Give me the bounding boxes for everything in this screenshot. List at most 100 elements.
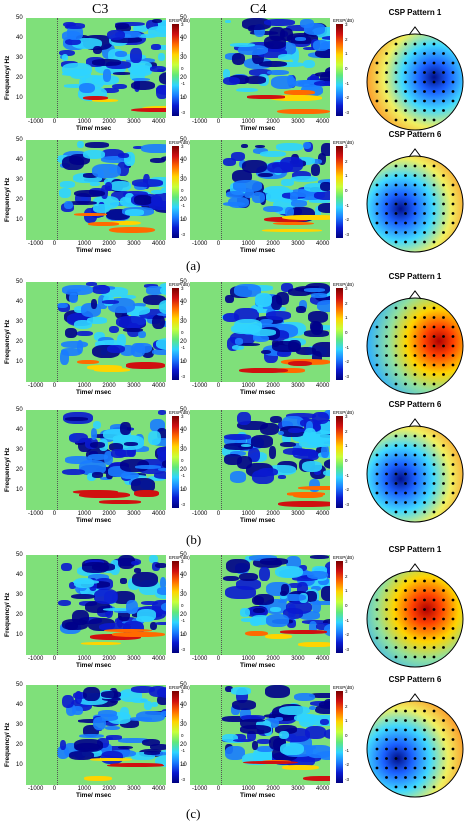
tf-blob-erd xyxy=(274,565,304,579)
tf-blob-erd xyxy=(264,36,286,49)
colorbar xyxy=(336,146,343,238)
electrode-dot xyxy=(404,501,407,504)
csp-topomap-3 xyxy=(366,290,464,395)
x-tick-label: 1000 xyxy=(241,511,255,517)
x-tick-label: 3000 xyxy=(127,119,141,125)
tf-blob-ers xyxy=(298,486,330,491)
electrode-dot xyxy=(442,463,445,466)
tf-blob-ers xyxy=(279,630,328,634)
electrode-dot xyxy=(423,61,426,65)
tf-blob-erd xyxy=(253,334,270,342)
tf-blob-erd xyxy=(323,469,330,476)
electrode-dot xyxy=(413,747,417,751)
x-tick-label: 4000 xyxy=(316,656,330,662)
tf-blob-erd xyxy=(244,189,254,198)
electrode-dot xyxy=(385,617,388,621)
electrode-dot xyxy=(432,434,436,438)
y-axis-label: Frequency/ Hz xyxy=(4,592,11,637)
x-tick-label: 0 xyxy=(216,383,221,389)
electrode-dot xyxy=(442,776,445,779)
colorbar-tick-label: -3 xyxy=(181,110,186,115)
tf-blob-erd xyxy=(237,412,251,426)
tf-blob-erd xyxy=(282,448,308,456)
electrode-dot xyxy=(404,444,407,447)
tf-blob-erd xyxy=(243,58,273,70)
y-tick-label: 10 xyxy=(16,632,23,638)
y-tick-label: 40 xyxy=(16,572,23,578)
electrode-dot xyxy=(442,728,445,732)
electrode-dot xyxy=(432,608,436,611)
topomap-nose xyxy=(408,26,422,36)
electrode-dot xyxy=(385,174,388,177)
tf-blob-erd xyxy=(223,454,242,466)
tf-blob-ers xyxy=(72,489,118,494)
tf-blob-erd xyxy=(253,24,266,37)
y-tick-label: 50 xyxy=(180,279,187,285)
electrode-dot xyxy=(432,71,436,74)
colorbar-tick-label: 2 xyxy=(345,703,348,709)
electrode-dot xyxy=(423,212,426,215)
tf-blob-ers xyxy=(108,226,156,234)
tf-blob-erd xyxy=(83,173,99,178)
electrode-dot xyxy=(413,52,417,55)
electrode-dot xyxy=(413,510,417,514)
tf-blob-ers xyxy=(282,214,330,221)
electrode-dot xyxy=(375,99,379,103)
y-tick-label: 30 xyxy=(16,722,23,728)
x-tick-label: 3000 xyxy=(291,119,305,125)
electrode-dot xyxy=(413,174,417,177)
tf-blob-erd xyxy=(234,284,261,297)
electrode-dot xyxy=(404,434,407,438)
y-tick-label: 20 xyxy=(16,339,23,345)
tf-blob-erd xyxy=(99,622,131,631)
y-tick-label: 40 xyxy=(180,572,187,578)
electrode-dot xyxy=(394,636,398,640)
colorbar-tick-label: -2 xyxy=(345,95,350,101)
tf-blob-ers xyxy=(112,631,166,637)
electrode-dot xyxy=(442,193,445,196)
x-tick-label: -1000 xyxy=(192,383,208,389)
tf-blob-erd xyxy=(108,466,132,478)
tf-blob-erd xyxy=(257,739,272,744)
y-tick-label: 30 xyxy=(180,592,187,598)
y-tick-label: 50 xyxy=(180,682,187,688)
y-tick-label: 50 xyxy=(16,407,23,413)
stimulus-onset-line xyxy=(220,18,222,118)
tf-blob-erd xyxy=(232,169,253,184)
tf-blob-erd xyxy=(279,731,290,740)
x-tick-label: 2000 xyxy=(102,119,116,125)
electrode-dot xyxy=(423,627,426,630)
tf-blob-erd xyxy=(158,300,166,314)
electrode-dot xyxy=(423,231,426,234)
electrode-dot xyxy=(442,183,445,187)
tf-blob-erd xyxy=(232,699,257,710)
tf-blob-erd xyxy=(230,152,245,162)
electrode-dot xyxy=(385,463,388,466)
tf-blob-erd xyxy=(236,579,261,590)
colorbar xyxy=(172,24,179,116)
tf-blob-erd xyxy=(324,458,330,470)
electrode-dot xyxy=(385,316,388,319)
x-axis-label: Time/ msec xyxy=(240,389,276,396)
electrode-dot xyxy=(375,491,379,495)
tf-blob-ers xyxy=(239,367,289,373)
x-tick-label: 2000 xyxy=(266,383,280,389)
electrode-dot xyxy=(432,212,436,215)
electrode-dot xyxy=(413,608,417,611)
x-tick-label: 0 xyxy=(216,241,221,247)
electrode-dot xyxy=(394,174,398,177)
electrode-dot xyxy=(385,325,388,329)
electrode-dot xyxy=(385,636,388,640)
electrode-dot xyxy=(442,99,445,103)
colorbar-tick-label: -2 xyxy=(181,487,186,493)
electrode-dot xyxy=(404,728,407,732)
tf-map-c4-1 xyxy=(190,18,330,118)
colorbar-tick-label: 3 xyxy=(181,414,184,419)
electrode-dot xyxy=(432,482,436,485)
tf-blob-erd xyxy=(223,157,237,166)
tf-blob-ers xyxy=(287,361,312,367)
colorbar xyxy=(336,691,343,783)
electrode-dot xyxy=(451,453,455,457)
tf-blob-erd xyxy=(251,435,274,448)
electrode-dot xyxy=(442,646,445,649)
